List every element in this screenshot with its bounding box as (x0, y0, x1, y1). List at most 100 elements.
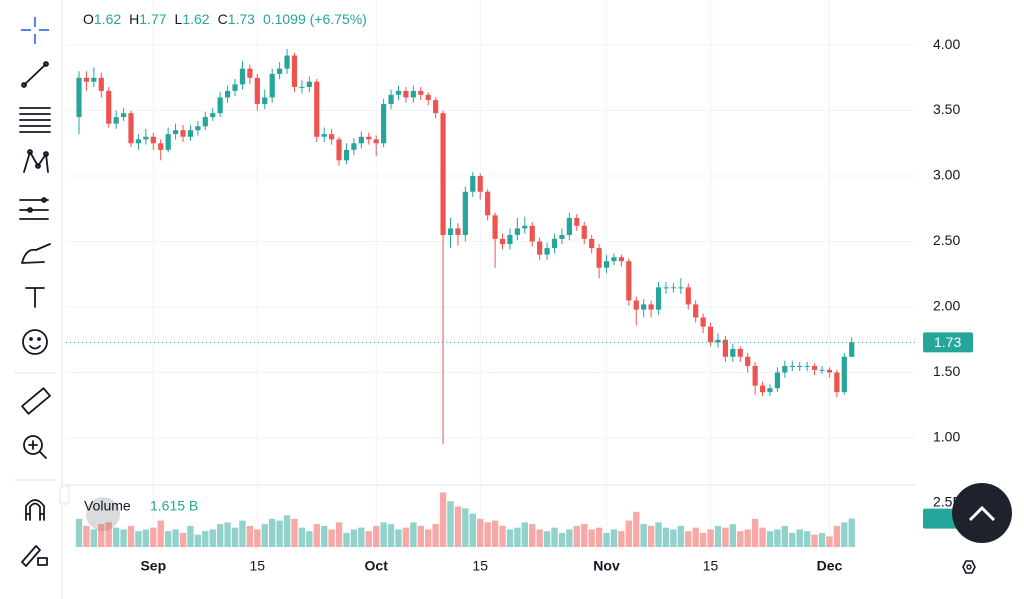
candle-body (269, 73, 275, 98)
candle-body (767, 388, 773, 393)
brush-tool[interactable] (21, 243, 51, 264)
volume-value: 1.615 B (150, 498, 198, 514)
text-tool[interactable] (25, 287, 45, 308)
candle-body (403, 90, 409, 98)
candle-body (633, 300, 639, 310)
volume-bar (818, 532, 826, 547)
candle-body (366, 136, 372, 140)
candle-body (120, 113, 127, 118)
candle-body (663, 287, 669, 289)
candle-body (425, 94, 431, 101)
candle-body (343, 149, 350, 161)
candle-body (589, 238, 595, 249)
candle-body (418, 90, 424, 95)
candle-body (98, 77, 104, 91)
volume-bar (521, 522, 528, 547)
candle-body (158, 143, 164, 150)
candle-body (529, 225, 535, 242)
collapse-handle[interactable] (59, 485, 70, 505)
pattern-tool[interactable] (23, 149, 49, 173)
candle-body (522, 225, 528, 229)
volume-bar (603, 532, 610, 547)
volume-bar (744, 529, 751, 547)
volume-bar (127, 525, 135, 547)
volume-bar (320, 525, 328, 547)
candle-body (648, 304, 654, 310)
volume-bar (75, 518, 83, 547)
candle-body (834, 372, 840, 393)
y-tick-label: 3.50 (933, 101, 960, 117)
candle-body (707, 326, 714, 343)
candle-body (559, 234, 565, 239)
volume-bar (581, 524, 588, 547)
volume-bar (380, 522, 387, 547)
ohlc-change: 0.1099 (+6.75%) (263, 11, 367, 27)
candle-body (388, 94, 394, 104)
x-tick-label: 15 (250, 558, 266, 574)
candle-body (737, 348, 743, 357)
grid (66, 0, 915, 550)
trend-line-tool[interactable] (21, 61, 49, 88)
volume-bar (826, 536, 833, 547)
volume-bar (848, 518, 855, 547)
volume-bar (231, 527, 239, 547)
magnet-tool[interactable] (25, 499, 45, 521)
volume-bar (387, 524, 395, 547)
forecast-tool[interactable] (19, 197, 49, 220)
volume-bar (491, 520, 499, 547)
lock-drawings-tool[interactable] (21, 545, 48, 567)
candle-body (655, 287, 662, 310)
volume-bar (224, 522, 231, 547)
crosshair-tool[interactable] (21, 17, 49, 44)
candle-body (678, 287, 684, 289)
volume-bar (135, 531, 142, 547)
ruler-tool[interactable] (21, 387, 51, 415)
candle-body (91, 77, 97, 82)
candle-body (611, 257, 617, 262)
candle-body (782, 365, 788, 373)
volume-bar (164, 531, 172, 547)
zoom-tool[interactable] (23, 435, 47, 459)
volume-bar (350, 529, 358, 547)
volume-bar (789, 532, 796, 547)
candle-body (180, 130, 186, 137)
volume-bar (729, 524, 737, 547)
volume-bar (432, 524, 439, 547)
volume-bar (268, 518, 276, 547)
candle-body (826, 369, 833, 373)
candle-body (247, 68, 253, 78)
volume-bar (670, 529, 677, 547)
volume-bar (477, 518, 484, 547)
fib-tool[interactable] (19, 107, 51, 133)
volume-bar (469, 513, 476, 547)
candle-body (574, 217, 580, 226)
volume-bar (759, 527, 766, 547)
candle-body (730, 348, 736, 357)
candle-body (306, 81, 312, 87)
scroll-top-button[interactable] (952, 483, 1012, 543)
candle-body (447, 228, 454, 235)
candle-body (150, 136, 156, 144)
candle-body (603, 261, 610, 268)
ohlc-key: O (83, 11, 94, 27)
candle-body (262, 97, 268, 104)
candle-body (76, 77, 82, 118)
volume-bar (417, 525, 424, 547)
volume-bar (120, 529, 127, 547)
emoji-tool[interactable] (22, 329, 48, 355)
volume-bar (833, 525, 841, 547)
settings-icon[interactable] (962, 560, 976, 574)
volume-bar (402, 527, 410, 547)
volume-bar (796, 529, 803, 547)
candle-body (202, 117, 208, 127)
volume-bar (595, 527, 603, 547)
volume-bar (811, 534, 818, 547)
volume-bar (751, 518, 759, 547)
volume-bar (529, 524, 536, 547)
candle-body (841, 356, 847, 393)
volume-bar (105, 522, 112, 547)
candle-body (291, 55, 298, 87)
x-tick-label: Dec (817, 558, 843, 574)
volume-bar (306, 531, 313, 547)
